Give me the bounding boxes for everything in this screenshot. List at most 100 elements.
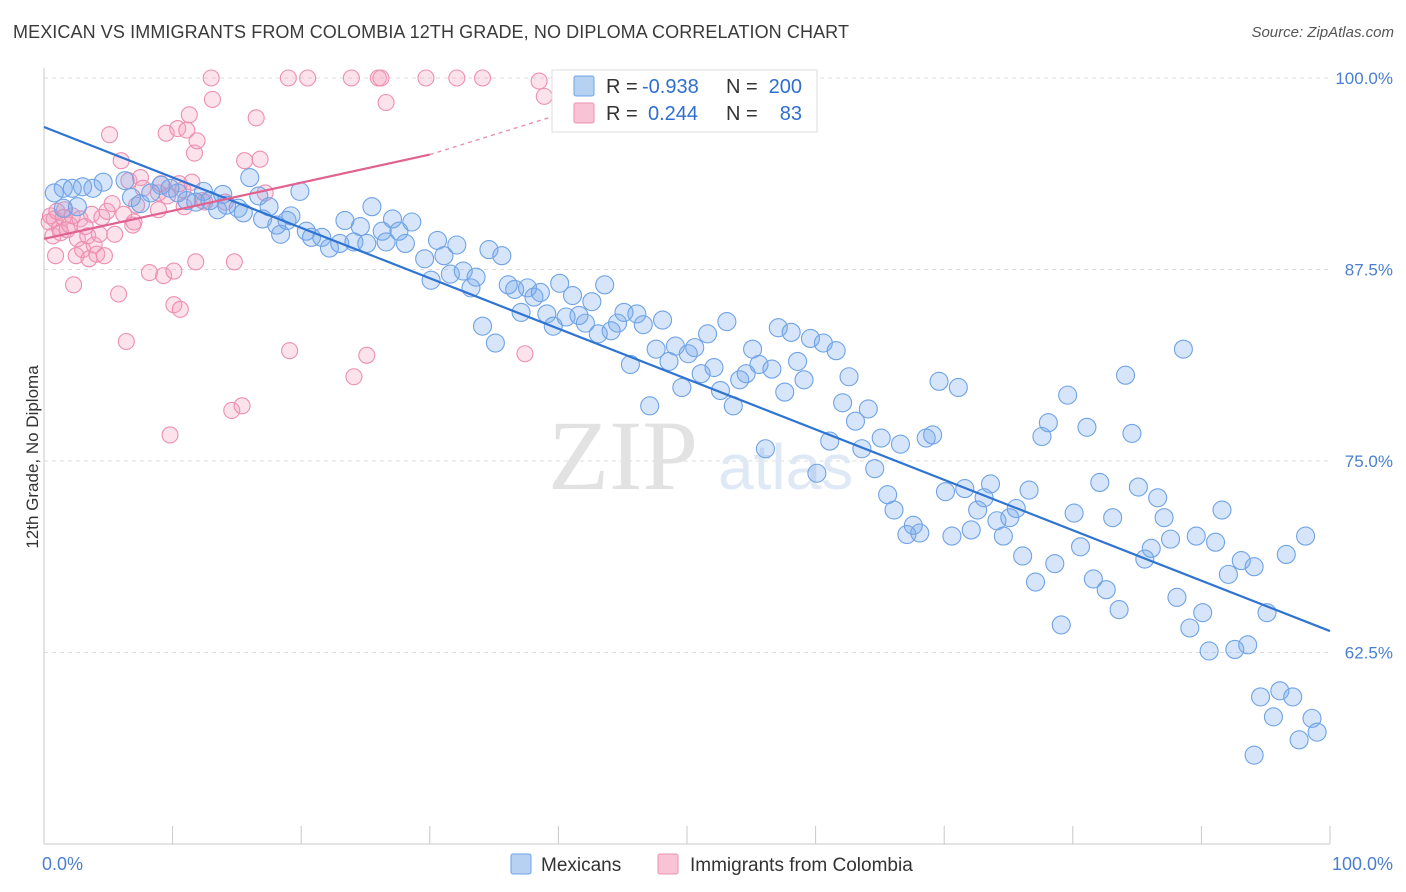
data-point xyxy=(1083,569,1103,589)
data-point xyxy=(582,292,602,312)
data-point xyxy=(312,227,332,247)
data-point xyxy=(1173,339,1193,359)
data-point xyxy=(187,253,205,271)
data-point xyxy=(890,434,911,454)
data-point xyxy=(1225,639,1245,659)
data-point xyxy=(106,225,124,243)
chart-title: MEXICAN VS IMMIGRANTS FROM COLOMBIA 12TH… xyxy=(13,22,850,42)
data-point xyxy=(115,171,135,191)
data-point xyxy=(704,357,724,378)
data-point xyxy=(395,233,415,254)
data-point xyxy=(807,463,827,483)
watermark-zip: ZIP xyxy=(548,400,698,511)
data-point xyxy=(362,197,382,217)
data-point xyxy=(402,212,422,232)
legend-swatch-mexicans xyxy=(510,853,532,875)
data-point xyxy=(575,313,595,333)
data-point xyxy=(833,393,853,413)
stats-box-frame xyxy=(551,69,818,133)
data-point xyxy=(1096,580,1116,600)
data-point xyxy=(117,332,135,351)
source-label: Source: ZipAtlas.com xyxy=(1251,24,1394,41)
data-point xyxy=(1070,537,1091,557)
data-point xyxy=(1296,526,1316,546)
legend-label-colombia: Immigrants from Colombia xyxy=(690,855,913,876)
data-point xyxy=(472,316,493,336)
data-point xyxy=(653,310,673,330)
data-point xyxy=(223,401,241,419)
axes xyxy=(43,68,1331,845)
data-point xyxy=(948,377,968,398)
data-point xyxy=(845,411,866,431)
data-point xyxy=(627,304,647,324)
data-point xyxy=(961,520,981,540)
data-point xyxy=(251,150,269,168)
data-point xyxy=(910,523,930,543)
data-point xyxy=(342,69,360,87)
data-point xyxy=(717,312,737,332)
data-point xyxy=(389,221,409,241)
data-point xyxy=(202,69,220,87)
data-point xyxy=(794,370,814,390)
data-point xyxy=(1154,508,1174,528)
data-point xyxy=(768,318,788,338)
data-point xyxy=(884,500,904,520)
data-point xyxy=(492,246,512,266)
data-point xyxy=(620,354,640,375)
data-point xyxy=(247,109,265,127)
data-point xyxy=(188,132,206,150)
data-point xyxy=(1199,641,1219,661)
data-point xyxy=(608,313,628,333)
data-point xyxy=(93,172,113,192)
data-point xyxy=(1238,635,1258,655)
data-point xyxy=(993,526,1013,546)
data-point xyxy=(415,249,435,269)
data-point xyxy=(434,246,454,266)
data-point xyxy=(1244,745,1264,765)
data-point xyxy=(421,270,441,290)
data-point xyxy=(826,341,846,361)
data-point xyxy=(1307,722,1327,742)
data-point xyxy=(762,359,782,379)
data-point xyxy=(1205,532,1226,552)
data-point xyxy=(968,500,988,520)
watermark-atlas: atlas xyxy=(718,431,853,503)
stats-n-label-2: N = xyxy=(726,103,758,125)
data-point xyxy=(73,177,93,197)
data-point xyxy=(485,333,505,353)
data-point xyxy=(1289,730,1309,750)
data-point xyxy=(1193,603,1213,623)
data-point xyxy=(929,371,949,391)
data-point xyxy=(95,247,113,265)
data-point xyxy=(155,267,173,285)
data-point xyxy=(110,285,128,303)
data-point xyxy=(131,169,149,187)
y-axis-title: 12th Grade, No Diploma xyxy=(23,365,42,549)
data-point xyxy=(171,300,189,318)
data-point xyxy=(839,367,859,387)
data-point xyxy=(281,342,299,360)
data-point xyxy=(595,275,615,295)
data-point xyxy=(466,267,486,287)
data-point xyxy=(755,439,775,459)
y-tick-label: 100.0% xyxy=(1335,69,1393,88)
trend-line-extension xyxy=(429,114,559,156)
data-point xyxy=(358,346,376,364)
y-tick-labels: 62.5% 75.0% 87.5% 100.0% xyxy=(1335,69,1393,663)
data-point xyxy=(62,178,82,198)
data-point xyxy=(372,221,392,241)
stats-n-value-1: 200 xyxy=(769,76,802,98)
data-point xyxy=(672,377,692,398)
data-point xyxy=(382,209,403,229)
data-point xyxy=(47,247,65,265)
data-point xyxy=(65,276,83,294)
data-point xyxy=(736,364,756,384)
data-point xyxy=(279,69,297,87)
y-tick-label: 75.0% xyxy=(1345,452,1393,471)
data-point xyxy=(1128,477,1148,497)
data-point xyxy=(1115,365,1136,385)
data-point xyxy=(800,328,821,348)
data-point xyxy=(1025,572,1046,592)
data-point xyxy=(1103,508,1123,528)
